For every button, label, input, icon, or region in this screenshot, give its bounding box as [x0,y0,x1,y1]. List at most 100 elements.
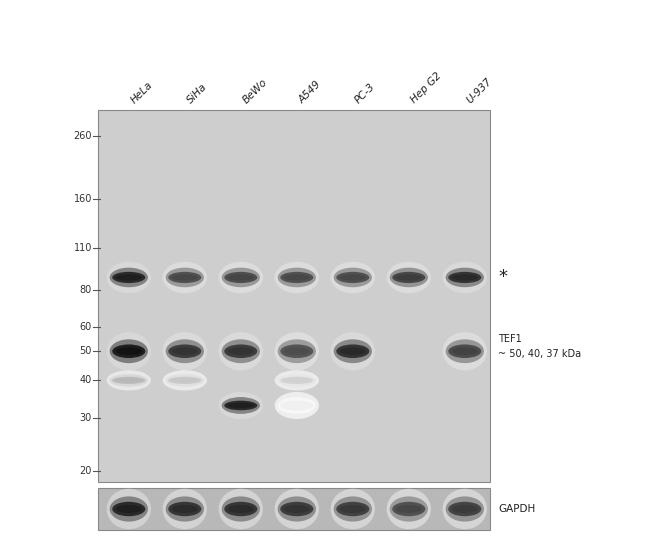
Ellipse shape [452,274,478,281]
Ellipse shape [172,379,198,382]
Ellipse shape [116,379,142,382]
Ellipse shape [218,262,263,293]
Ellipse shape [110,339,148,363]
Ellipse shape [283,347,310,355]
Ellipse shape [340,505,366,513]
Ellipse shape [274,262,319,293]
Ellipse shape [333,268,372,287]
Ellipse shape [172,505,198,513]
Text: BeWo: BeWo [240,77,269,105]
Ellipse shape [331,489,375,529]
Ellipse shape [333,496,372,522]
Ellipse shape [443,262,487,293]
Text: PC-3: PC-3 [353,81,377,105]
Ellipse shape [392,272,425,283]
Ellipse shape [336,502,369,516]
Ellipse shape [222,397,260,414]
Text: Hep G2: Hep G2 [409,71,443,105]
Ellipse shape [446,268,484,287]
Ellipse shape [218,332,263,370]
Ellipse shape [107,370,151,390]
Ellipse shape [227,505,254,513]
Ellipse shape [116,505,142,513]
Ellipse shape [331,262,375,293]
Ellipse shape [443,489,487,529]
Text: 260: 260 [73,131,92,141]
Ellipse shape [336,272,369,283]
Ellipse shape [389,496,428,522]
Ellipse shape [278,496,316,522]
Ellipse shape [389,268,428,287]
Ellipse shape [280,502,313,516]
Ellipse shape [443,332,487,370]
Text: 110: 110 [73,244,92,253]
Text: GAPDH: GAPDH [498,504,535,514]
Ellipse shape [162,489,207,529]
Text: SiHa: SiHa [185,81,209,105]
Ellipse shape [278,374,316,387]
Text: 20: 20 [79,466,92,476]
Ellipse shape [218,489,263,529]
Ellipse shape [340,274,366,281]
Ellipse shape [227,274,254,281]
Ellipse shape [280,377,313,384]
Ellipse shape [446,496,484,522]
Ellipse shape [168,502,202,516]
Ellipse shape [222,496,260,522]
Ellipse shape [162,332,207,370]
Ellipse shape [224,345,257,358]
Ellipse shape [172,347,198,355]
Text: A549: A549 [297,79,323,105]
Text: HeLa: HeLa [129,79,155,105]
Ellipse shape [396,274,422,281]
Ellipse shape [112,345,146,358]
Ellipse shape [112,377,146,384]
Ellipse shape [336,345,369,358]
Ellipse shape [162,262,207,293]
Ellipse shape [224,502,257,516]
Text: 30: 30 [80,413,92,423]
Ellipse shape [166,268,204,287]
Ellipse shape [452,505,478,513]
Ellipse shape [116,347,142,355]
Ellipse shape [168,377,202,384]
Ellipse shape [224,272,257,283]
Ellipse shape [278,397,316,414]
Ellipse shape [283,403,310,408]
Ellipse shape [112,272,146,283]
Ellipse shape [166,496,204,522]
Ellipse shape [331,332,375,370]
Ellipse shape [340,347,366,355]
Ellipse shape [283,274,310,281]
FancyBboxPatch shape [98,110,490,482]
Ellipse shape [446,339,484,363]
Ellipse shape [387,262,431,293]
Ellipse shape [222,268,260,287]
FancyBboxPatch shape [98,488,490,530]
Ellipse shape [448,345,482,358]
Text: 160: 160 [73,194,92,205]
Ellipse shape [278,268,316,287]
Ellipse shape [280,345,313,358]
Ellipse shape [116,274,142,281]
Ellipse shape [278,339,316,363]
Ellipse shape [274,370,319,390]
Text: *: * [498,268,507,286]
Text: 60: 60 [80,322,92,333]
Ellipse shape [274,332,319,370]
Ellipse shape [112,502,146,516]
Ellipse shape [224,401,257,410]
Ellipse shape [107,332,151,370]
Ellipse shape [107,262,151,293]
Ellipse shape [168,345,202,358]
Ellipse shape [274,392,319,419]
Ellipse shape [107,489,151,529]
Ellipse shape [392,502,425,516]
Ellipse shape [166,339,204,363]
Text: U-937: U-937 [465,76,494,105]
Text: 40: 40 [80,375,92,386]
Ellipse shape [172,274,198,281]
Ellipse shape [110,374,148,387]
Ellipse shape [396,505,422,513]
Ellipse shape [283,379,310,382]
